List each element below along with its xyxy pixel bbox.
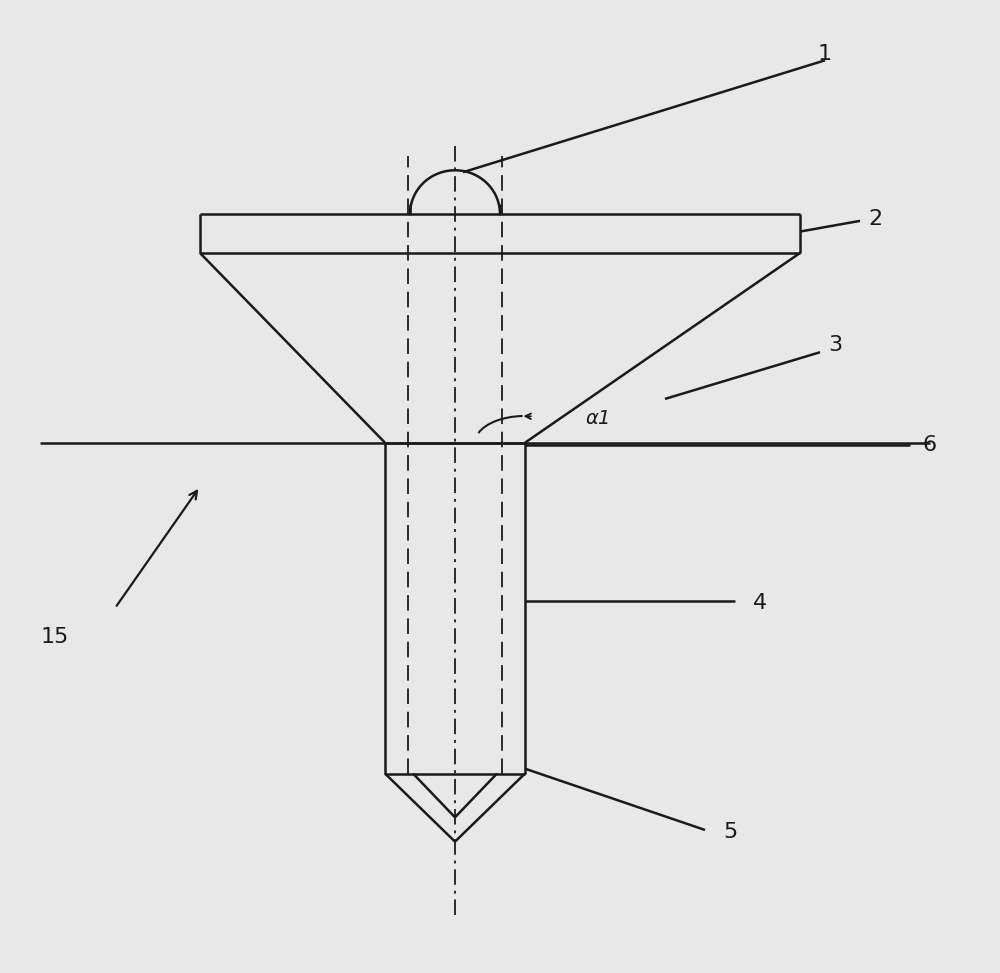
Text: 5: 5: [723, 822, 737, 842]
Text: 1: 1: [818, 44, 832, 63]
Text: $\alpha$1: $\alpha$1: [585, 409, 609, 428]
Text: 2: 2: [868, 209, 882, 229]
Text: 3: 3: [828, 336, 842, 355]
Text: 6: 6: [923, 435, 937, 454]
Text: 4: 4: [753, 594, 767, 613]
Text: 15: 15: [41, 628, 69, 647]
